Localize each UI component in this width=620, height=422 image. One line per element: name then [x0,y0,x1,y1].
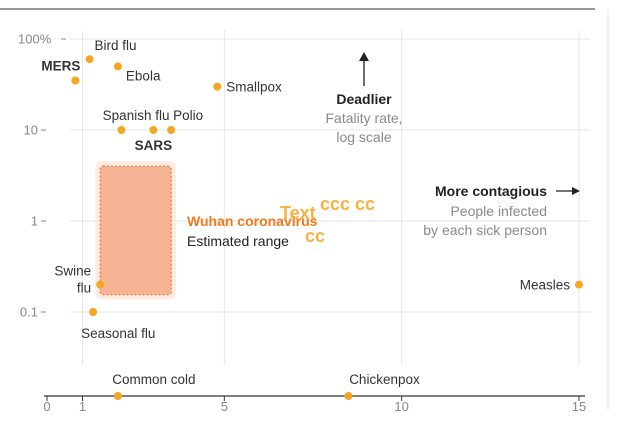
x-tick-label-0: 0 [43,399,50,414]
deadlier-line-1: log scale [336,129,391,145]
point-polio [167,126,176,134]
contagious-title: More contagious [435,183,547,199]
point-common-cold [113,392,122,400]
point-seasonal-flu [89,308,98,316]
label-common-cold: Common cold [112,372,195,387]
label-swine-flu-line-0: Swine [54,264,91,279]
artifact-text-1: ccc cc [320,194,375,214]
point-spanish-flu [117,126,126,134]
label-ebola: Ebola [126,68,161,83]
label-measles: Measles [520,278,571,293]
label-spanish-flu: Spanish flu [103,108,170,123]
label-polio: Polio [173,108,203,123]
point-swine-flu [96,280,105,289]
point-measles [575,280,583,289]
y-tick-label-1: 10 [24,123,38,138]
y-tick-label-0: 100% [18,32,52,47]
grid-layer [70,30,590,365]
point-sars [149,126,158,134]
artifact-text-3: cc [305,226,325,246]
contagious-line-1: by each sick person [423,222,547,238]
x-tick-label-1: 1 [79,399,86,414]
label-chickenpox: Chickenpox [349,372,420,387]
x-tick-label-3: 10 [394,399,408,414]
deadlier-line-0: Fatality rate, [325,110,402,126]
point-chickenpox [344,392,353,400]
point-ebola [113,62,122,71]
point-smallpox [213,82,222,91]
x-tick-label-4: 15 [572,399,586,414]
contagious-line-0: People infected [450,203,547,219]
label-sars: SARS [135,138,173,153]
deadlier-title: Deadlier [336,91,392,107]
label-mers: MERS [41,58,80,73]
deadlier-arrow-icon [359,52,369,61]
label-layer: Bird flu Ebola MERS Smallpox Spanish flu SARS… [41,38,570,387]
label-swine-flu-line-1: flu [77,281,91,296]
range-box [99,165,172,296]
x-tick-label-2: 5 [221,399,228,414]
contagious-arrow-icon [572,187,580,195]
wuhan-range-label: Estimated range [187,233,289,249]
point-layer [71,55,583,400]
label-smallpox: Smallpox [226,80,282,95]
annotation-layer: Wuhan coronavirus Estimated range ccc ccTe… [187,52,580,249]
wuhan-label: Wuhan coronavirus [187,213,318,229]
label-seasonal-flu: Seasonal flu [81,326,155,341]
range-layer [95,161,177,300]
y-tick-label-2: 1 [31,214,38,229]
y-tick-label-3: 0.1 [20,305,38,320]
label-bird-flu: Bird flu [95,38,137,53]
point-bird-flu [85,55,94,64]
label-swine-flu: Swine flu [54,264,91,296]
point-mers [71,76,80,85]
artifact-text-2: Text [280,203,316,223]
